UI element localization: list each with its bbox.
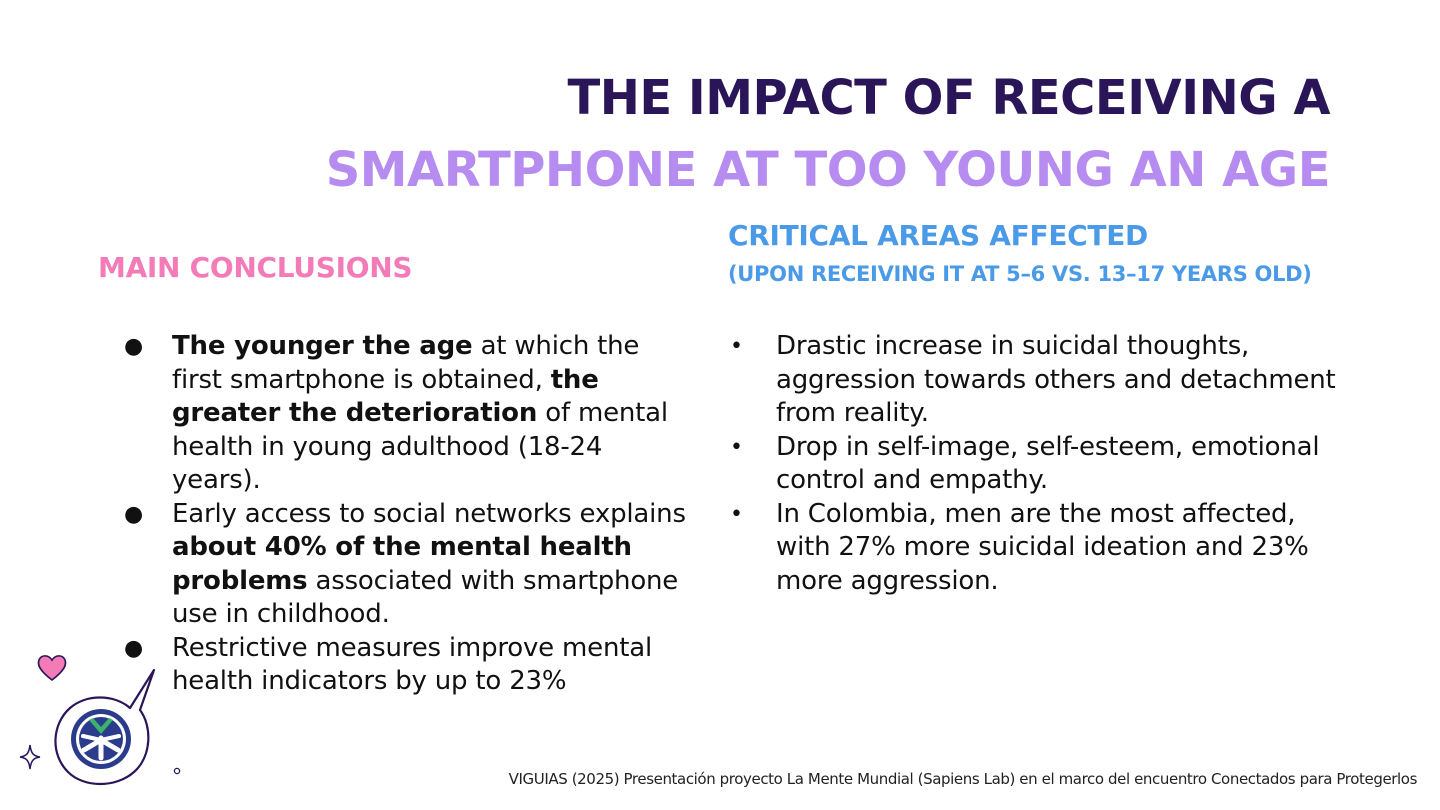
title-line-1: THE IMPACT OF RECEIVING A [567, 70, 1330, 126]
list-item-text: Early access to social networks explains [172, 498, 686, 529]
list-item: ● Restrictive measures improve mental hea… [124, 632, 694, 699]
main-conclusions-list: ● The younger the age at which the first … [124, 330, 694, 699]
list-item-text: Drastic increase in suicidal thoughts, a… [776, 331, 1336, 428]
bullet-icon: ● [124, 635, 143, 661]
list-item-text: about 40% of the mental health problems [172, 532, 632, 596]
bullet-icon: • [730, 334, 743, 359]
list-item-text: Restrictive measures improve mental heal… [172, 632, 652, 697]
bullet-icon: • [730, 434, 743, 460]
sparkle-icon [19, 744, 41, 770]
list-item-text: at which the first smartphone is obtaine… [172, 331, 640, 395]
list-item-text: Drop in self-image, self-esteem, emotion… [776, 431, 1320, 496]
title-line-2: SMARTPHONE AT TOO YOUNG AN AGE [325, 142, 1331, 198]
list-item-text: of mental health in young adulthood (18-… [172, 398, 668, 495]
citation: VIGUIAS (2025) Presentación proyecto La … [508, 770, 1418, 788]
list-item: • Drastic increase in suicidal thoughts, … [728, 330, 1348, 431]
circle-icon [173, 767, 181, 775]
critical-areas-list: • Drastic increase in suicidal thoughts, … [728, 330, 1348, 598]
critical-areas-heading: CRITICAL AREAS AFFECTED [728, 219, 1148, 252]
list-item-text: associated with smartphone use in childh… [172, 565, 679, 630]
bullet-icon: ● [124, 501, 143, 527]
list-item-text: The younger the age [172, 331, 473, 361]
main-conclusions-heading: MAIN CONCLUSIONS [98, 251, 413, 284]
list-item: ● The younger the age at which the first … [124, 330, 694, 498]
list-item-text: the greater the deterioration [172, 364, 599, 429]
list-item: ● Early access to social networks explain… [124, 498, 694, 632]
heart-icon [37, 655, 67, 682]
list-item-text: In Colombia, men are the most affected, … [776, 498, 1309, 596]
critical-areas-subheading: (UPON RECEIVING IT AT 5–6 VS. 13–17 YEAR… [728, 262, 1312, 286]
logo-speech-bubble-icon [54, 668, 156, 785]
bullet-icon: • [730, 501, 743, 527]
list-item: • In Colombia, men are the most affected,… [728, 498, 1348, 599]
bullet-icon: ● [124, 334, 143, 359]
list-item: • Drop in self-image, self-esteem, emotio… [728, 431, 1348, 498]
